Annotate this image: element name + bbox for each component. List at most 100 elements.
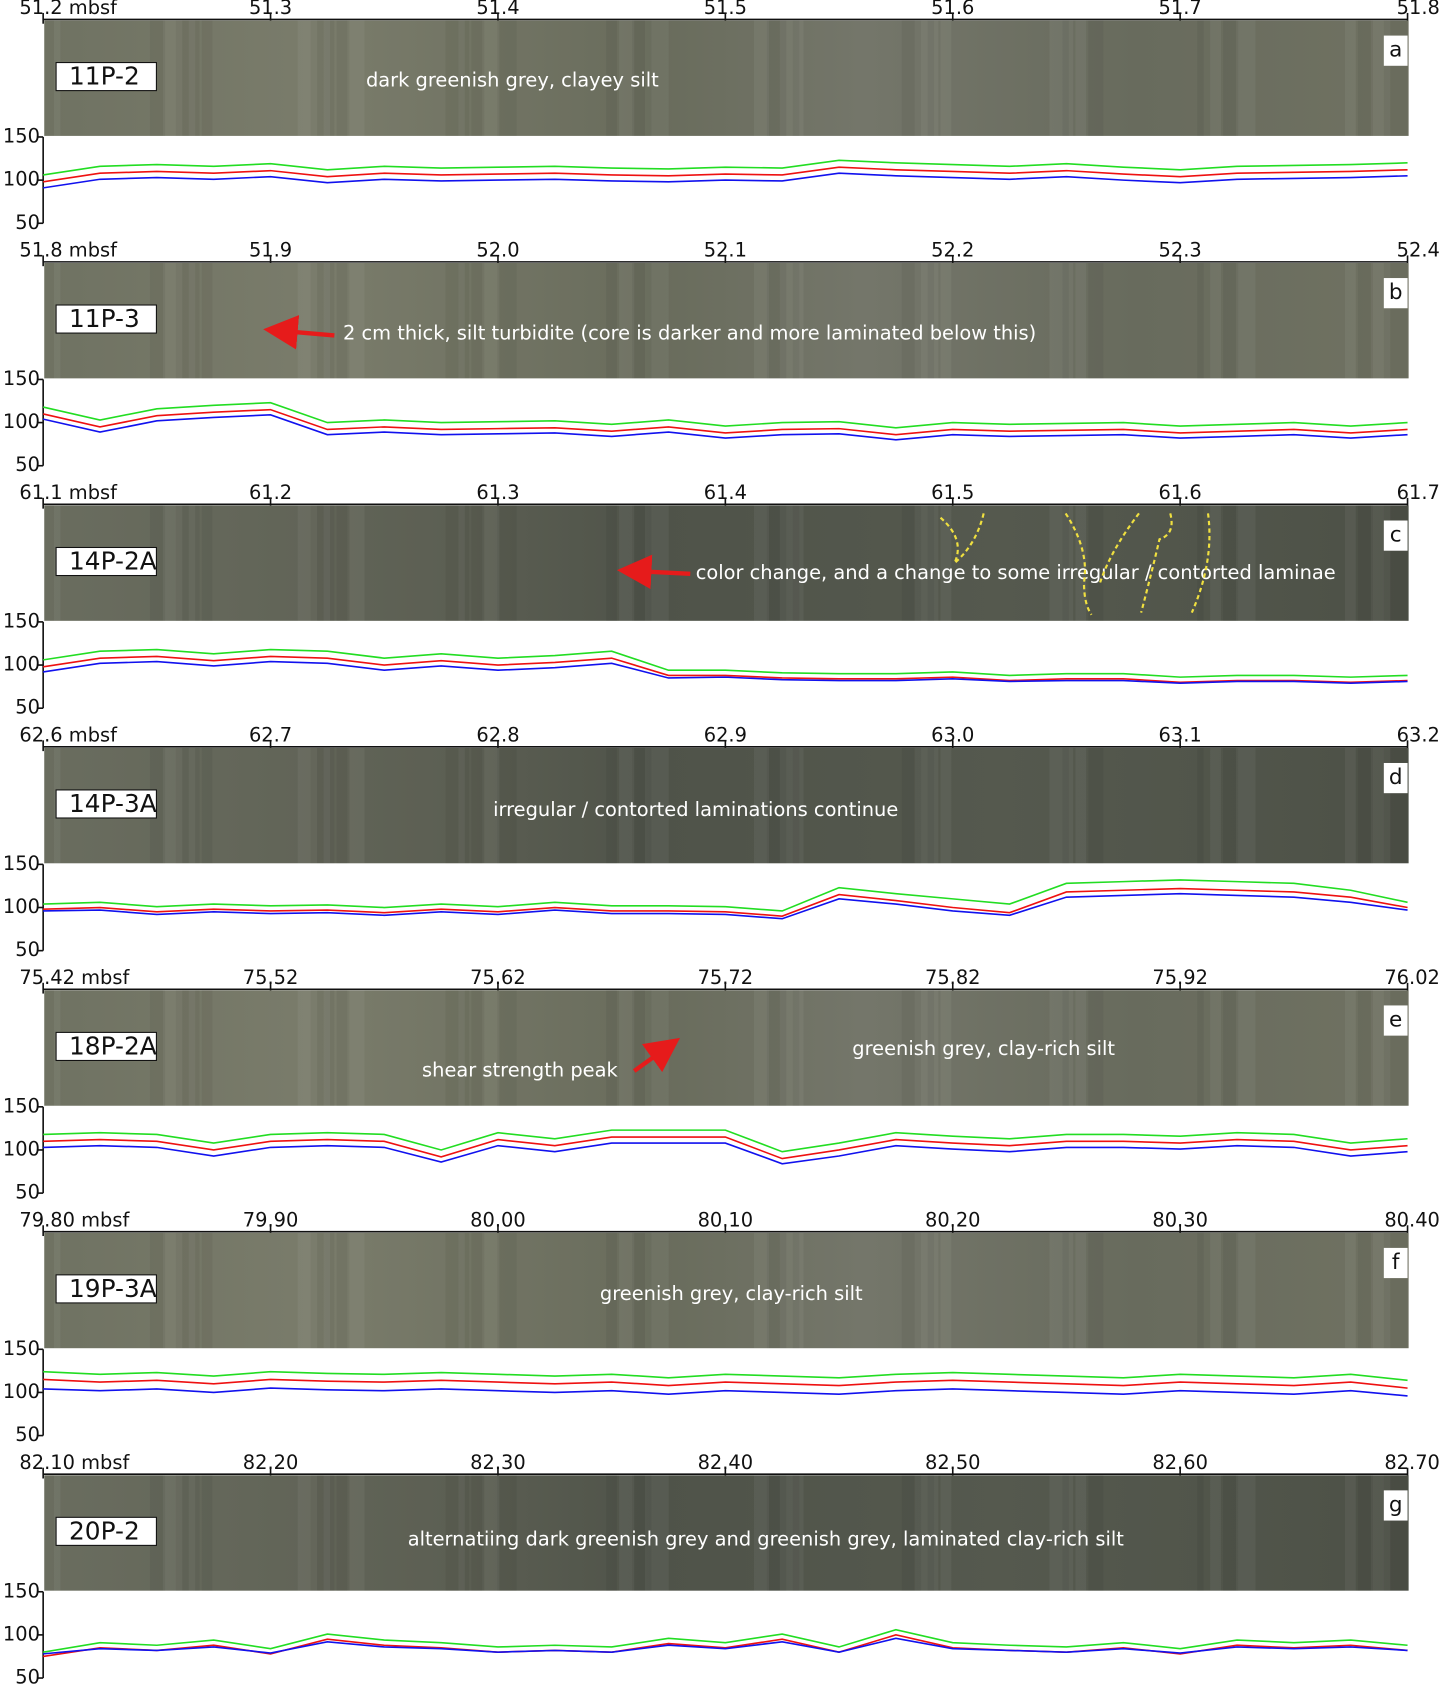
rgb-line bbox=[43, 662, 1407, 684]
core-texture bbox=[298, 1475, 317, 1590]
core-texture bbox=[1088, 748, 1103, 863]
core-texture bbox=[163, 20, 182, 135]
core-texture bbox=[484, 1233, 499, 1348]
y-tick-label: 100 bbox=[3, 168, 40, 191]
x-tick-label: 62.9 bbox=[704, 724, 747, 747]
core-texture bbox=[349, 990, 364, 1105]
core-texture bbox=[619, 505, 634, 620]
core-texture bbox=[163, 1233, 182, 1348]
x-tick-label: 82.10 mbsf bbox=[19, 1451, 130, 1474]
x-tick-label: 82.20 bbox=[243, 1451, 299, 1474]
x-tick-label: 80.10 bbox=[698, 1208, 754, 1231]
core-texture bbox=[471, 990, 482, 1105]
core-label: 19P-3A bbox=[69, 1274, 157, 1303]
x-tick-label: 82.70 bbox=[1384, 1451, 1440, 1474]
x-tick-label: 82.50 bbox=[925, 1451, 981, 1474]
core-texture bbox=[298, 990, 317, 1105]
x-tick-label: 82.40 bbox=[698, 1451, 754, 1474]
core-texture bbox=[202, 748, 213, 863]
core-texture bbox=[349, 505, 364, 620]
core-texture bbox=[902, 748, 921, 863]
annotation: alternatiing dark greenish grey and gree… bbox=[408, 1527, 1125, 1550]
rgb-line bbox=[43, 1143, 1407, 1164]
annotation: dark greenish grey, clayey silt bbox=[366, 68, 659, 91]
x-tick-label: 61.4 bbox=[704, 481, 747, 504]
x-tick-label: 52.0 bbox=[476, 239, 519, 262]
core-texture bbox=[163, 263, 182, 378]
y-tick-label: 50 bbox=[15, 1181, 40, 1204]
core-texture bbox=[1075, 748, 1086, 863]
core-texture bbox=[1345, 748, 1356, 863]
core-image bbox=[44, 990, 1408, 1105]
x-tick-label: 61.1 mbsf bbox=[19, 481, 118, 504]
core-texture bbox=[902, 20, 921, 135]
x-tick-label: 51.7 bbox=[1159, 0, 1202, 19]
y-tick-label: 150 bbox=[3, 609, 40, 632]
annotation: color change, and a change to some irreg… bbox=[696, 561, 1336, 584]
core-texture bbox=[1049, 1233, 1073, 1348]
core-texture bbox=[484, 505, 499, 620]
core-texture bbox=[754, 990, 769, 1105]
core-texture bbox=[497, 505, 516, 620]
core-texture bbox=[767, 990, 786, 1105]
core-texture bbox=[1223, 263, 1238, 378]
core-texture bbox=[1236, 990, 1255, 1105]
core-texture bbox=[202, 20, 213, 135]
x-tick-label: 63.2 bbox=[1397, 724, 1440, 747]
core-texture bbox=[298, 20, 317, 135]
x-tick-label: 80.20 bbox=[925, 1208, 981, 1231]
rgb-line bbox=[43, 1388, 1407, 1396]
core-texture bbox=[1358, 505, 1373, 620]
x-tick-label: 52.4 bbox=[1397, 239, 1440, 262]
y-tick-label: 100 bbox=[3, 1622, 40, 1645]
page: {"chart_data": [ {"type": "line", "panel… bbox=[0, 0, 1441, 1694]
core-texture bbox=[202, 990, 213, 1105]
core-label: 14P-3A bbox=[69, 789, 157, 818]
y-tick-label: 100 bbox=[3, 653, 40, 676]
core-label: 14P-2A bbox=[69, 547, 157, 576]
x-tick-label: 61.3 bbox=[476, 481, 519, 504]
annotation: 2 cm thick, silt turbidite (core is dark… bbox=[343, 322, 1036, 345]
core-texture bbox=[1197, 20, 1203, 135]
rgb-line bbox=[43, 160, 1407, 175]
x-tick-label: 61.5 bbox=[931, 481, 974, 504]
annotation: shear strength peak bbox=[422, 1059, 618, 1082]
x-tick-label: 82.30 bbox=[470, 1451, 526, 1474]
y-tick-label: 50 bbox=[15, 938, 40, 961]
x-tick-label: 51.4 bbox=[476, 0, 519, 19]
x-tick-label: 52.2 bbox=[931, 239, 974, 262]
rgb-line bbox=[43, 410, 1407, 435]
core-texture bbox=[1345, 20, 1356, 135]
core-texture bbox=[497, 1233, 516, 1348]
core-texture bbox=[754, 20, 769, 135]
core-texture bbox=[1197, 990, 1203, 1105]
core-texture bbox=[202, 1475, 213, 1590]
x-tick-label: 63.1 bbox=[1159, 724, 1202, 747]
x-tick-label: 51.8 mbsf bbox=[19, 239, 118, 262]
core-texture bbox=[1236, 1475, 1255, 1590]
core-texture bbox=[632, 990, 651, 1105]
x-tick-label: 79.80 mbsf bbox=[19, 1208, 130, 1231]
core-texture bbox=[349, 748, 364, 863]
core-texture bbox=[163, 748, 182, 863]
y-tick-label: 150 bbox=[3, 1579, 40, 1602]
core-texture bbox=[1358, 990, 1373, 1105]
y-tick-label: 100 bbox=[3, 1137, 40, 1160]
panel-letter: d bbox=[1389, 765, 1403, 790]
core-texture bbox=[349, 20, 364, 135]
panel-letter: c bbox=[1390, 523, 1402, 548]
x-tick-label: 61.2 bbox=[249, 481, 292, 504]
panel-letter: b bbox=[1389, 280, 1403, 305]
x-tick-label: 51.9 bbox=[249, 239, 292, 262]
core-texture bbox=[1223, 748, 1238, 863]
core-texture bbox=[632, 505, 651, 620]
core-texture bbox=[1223, 990, 1238, 1105]
rgb-line bbox=[43, 1638, 1407, 1654]
y-tick-label: 50 bbox=[15, 453, 40, 476]
core-texture bbox=[1210, 20, 1221, 135]
core-texture bbox=[902, 1233, 921, 1348]
core-texture bbox=[1236, 748, 1255, 863]
core-texture bbox=[1358, 20, 1373, 135]
core-texture bbox=[337, 1475, 348, 1590]
rgb-line bbox=[43, 1372, 1407, 1381]
